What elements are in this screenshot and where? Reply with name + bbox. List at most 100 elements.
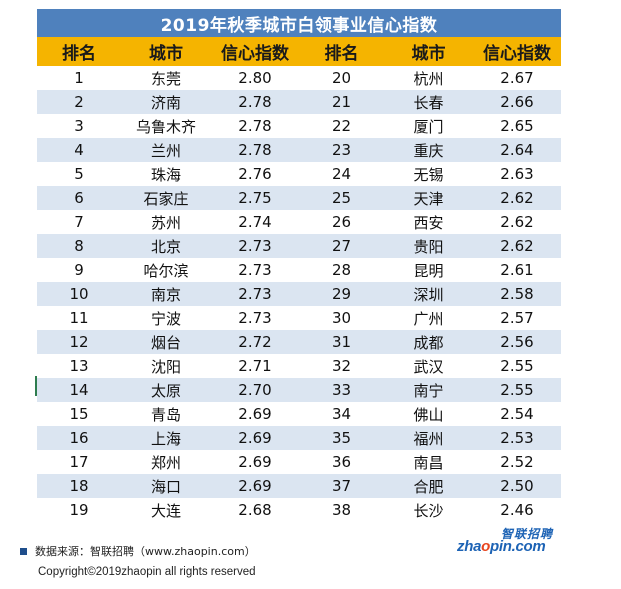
ranking-table: 2019年秋季城市白领事业信心指数 排名 城市 信心指数 排名 城市 信心指数 … [37, 9, 561, 522]
cell-city-left: 石家庄 [143, 189, 189, 208]
cell-city-left: 北京 [150, 237, 181, 256]
table-row: 15 青岛 2.69 34 佛山 2.54 [37, 402, 561, 426]
cell-rank-left: 5 [74, 165, 84, 183]
cell-rank-right: 29 [331, 285, 352, 303]
cell-city-left: 兰州 [150, 141, 181, 160]
cell-city-right: 南宁 [413, 381, 444, 400]
cell-index-right: 2.65 [500, 117, 534, 135]
cell-rank-left: 13 [69, 357, 89, 375]
cell-rank-right: 35 [331, 429, 352, 447]
header-row: 排名 城市 信心指数 排名 城市 信心指数 [37, 37, 561, 66]
cell-index-right: 2.53 [500, 429, 534, 447]
cell-rank-right: 27 [331, 237, 352, 255]
cell-city-left: 海口 [150, 477, 181, 496]
cell-index-left: 2.80 [238, 69, 272, 87]
table-row: 2 济南 2.78 21 长春 2.66 [37, 90, 561, 114]
table-row: 5 珠海 2.76 24 无锡 2.63 [37, 162, 561, 186]
cell-rank-right: 20 [331, 69, 352, 87]
cell-city-right: 深圳 [413, 285, 444, 304]
header-rank-1: 排名 [62, 44, 96, 64]
cell-rank-left: 12 [69, 333, 89, 351]
cell-index-left: 2.73 [238, 261, 272, 279]
table-row: 17 郑州 2.69 36 南昌 2.52 [37, 450, 561, 474]
source-note: 数据来源：智联招聘（www.zhaopin.com） [20, 543, 256, 559]
cell-rank-left: 18 [69, 477, 89, 495]
cell-index-right: 2.52 [500, 453, 534, 471]
cell-city-left: 大连 [150, 501, 181, 520]
table-row: 4 兰州 2.78 23 重庆 2.64 [37, 138, 561, 162]
cell-city-right: 武汉 [413, 357, 444, 376]
logo-cn-text: 智联招聘 [500, 527, 553, 541]
table-row: 1 东莞 2.80 20 杭州 2.67 [37, 66, 561, 90]
cell-city-left: 南京 [150, 285, 181, 304]
logo-en-prefix: zha [457, 538, 482, 555]
header-index-1: 信心指数 [221, 44, 289, 64]
cell-rank-right: 25 [331, 189, 352, 207]
table-row: 10 南京 2.73 29 深圳 2.58 [37, 282, 561, 306]
cell-rank-left: 4 [74, 141, 84, 159]
header-index-2: 信心指数 [483, 44, 551, 64]
source-text: 数据来源：智联招聘（www.zhaopin.com） [35, 545, 256, 558]
cell-city-right: 广州 [413, 309, 444, 328]
cell-index-left: 2.78 [238, 141, 272, 159]
cell-rank-left: 17 [69, 453, 89, 471]
table-title: 2019年秋季城市白领事业信心指数 [37, 9, 561, 37]
table-row: 9 哈尔滨 2.73 28 昆明 2.61 [37, 258, 561, 282]
cell-index-right: 2.61 [500, 261, 534, 279]
cell-rank-right: 28 [331, 261, 352, 279]
cell-index-right: 2.67 [500, 69, 534, 87]
cell-city-left: 哈尔滨 [143, 261, 189, 280]
cell-rank-right: 22 [331, 117, 352, 135]
logo-en-suffix: pin.com [489, 538, 546, 555]
cell-city-left: 宁波 [150, 309, 181, 328]
cell-city-left: 济南 [150, 93, 181, 112]
cell-rank-right: 30 [331, 309, 352, 327]
cell-rank-left: 14 [69, 381, 89, 399]
table-row: 7 苏州 2.74 26 西安 2.62 [37, 210, 561, 234]
table-row: 11 宁波 2.73 30 广州 2.57 [37, 306, 561, 330]
cell-rank-left: 19 [69, 501, 89, 519]
table-row: 18 海口 2.69 37 合肥 2.50 [37, 474, 561, 498]
cell-index-right: 2.66 [500, 93, 534, 111]
cell-rank-right: 36 [331, 453, 352, 471]
cell-index-left: 2.78 [238, 117, 272, 135]
edge-marker [35, 376, 37, 396]
cell-city-left: 珠海 [150, 165, 181, 184]
table-row: 19 大连 2.68 38 长沙 2.46 [37, 498, 561, 522]
cell-city-left: 青岛 [150, 405, 181, 424]
cell-index-right: 2.50 [500, 477, 534, 495]
cell-city-right: 无锡 [413, 165, 444, 184]
cell-rank-left: 16 [69, 429, 89, 447]
cell-rank-right: 38 [331, 501, 352, 519]
cell-index-right: 2.46 [500, 501, 534, 519]
cell-rank-right: 32 [331, 357, 352, 375]
cell-index-right: 2.62 [500, 213, 534, 231]
cell-city-right: 南昌 [413, 453, 444, 472]
cell-city-right: 贵阳 [413, 237, 444, 256]
cell-index-left: 2.69 [238, 429, 272, 447]
table-row: 3 乌鲁木齐 2.78 22 厦门 2.65 [37, 114, 561, 138]
cell-index-left: 2.70 [238, 381, 272, 399]
cell-city-left: 上海 [150, 429, 181, 448]
cell-city-left: 苏州 [150, 213, 181, 232]
cell-index-left: 2.73 [238, 285, 272, 303]
header-city-2: 城市 [411, 44, 446, 64]
cell-rank-right: 24 [331, 165, 352, 183]
logo-en-dot: o [481, 538, 490, 555]
cell-index-left: 2.71 [238, 357, 272, 375]
table-row: 6 石家庄 2.75 25 天津 2.62 [37, 186, 561, 210]
cell-rank-left: 8 [74, 237, 84, 255]
table-row: 13 沈阳 2.71 32 武汉 2.55 [37, 354, 561, 378]
header-city-1: 城市 [149, 44, 183, 64]
cell-rank-left: 2 [74, 93, 84, 111]
header-rank-2: 排名 [324, 44, 359, 64]
cell-index-left: 2.68 [238, 501, 272, 519]
cell-city-right: 厦门 [413, 117, 444, 136]
cell-index-left: 2.78 [238, 93, 272, 111]
cell-index-left: 2.69 [238, 453, 272, 471]
logo-en-text: zhaopin.com [457, 538, 546, 555]
cell-rank-left: 1 [74, 69, 84, 87]
cell-city-right: 昆明 [413, 261, 444, 280]
cell-rank-right: 34 [331, 405, 352, 423]
cell-index-left: 2.75 [238, 189, 272, 207]
